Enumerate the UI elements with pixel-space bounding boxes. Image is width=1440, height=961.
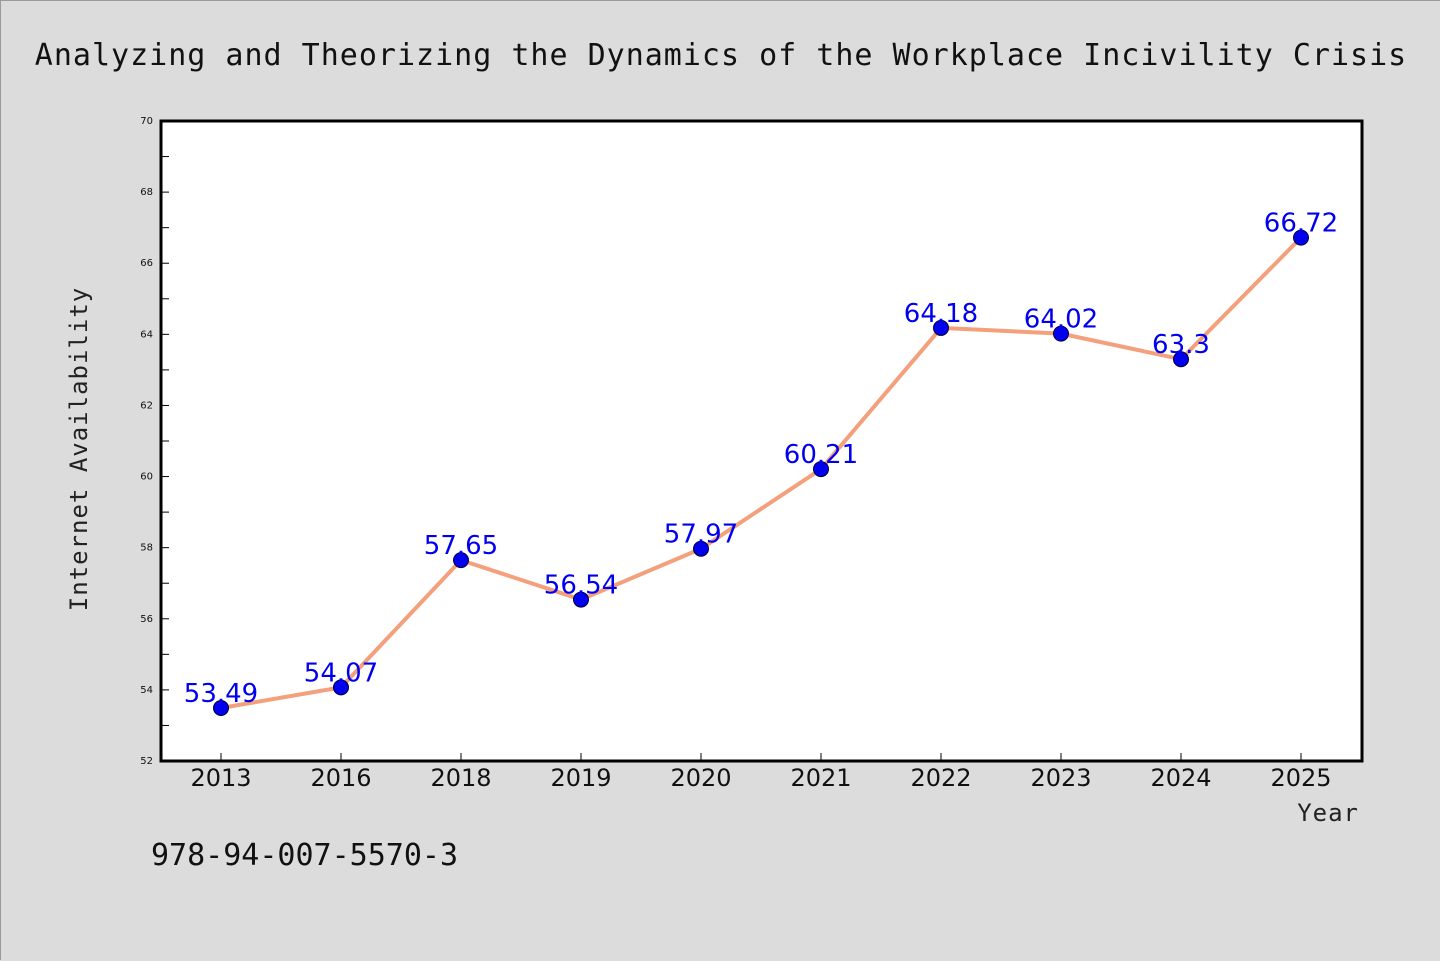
x-tick-label: 2020 <box>670 764 731 792</box>
y-tick-label: 56 <box>140 614 153 625</box>
data-label: 63.3 <box>1152 330 1210 360</box>
x-tick-label: 2023 <box>1030 764 1091 792</box>
data-label: 57.65 <box>424 531 498 561</box>
x-tick-label: 2024 <box>1150 764 1211 792</box>
x-tick-label: 2025 <box>1270 764 1331 792</box>
y-tick-label: 66 <box>140 258 153 269</box>
y-tick-label: 60 <box>140 472 153 483</box>
x-axis: 2013 2016 2018 2019 2020 2021 2022 2023 2024 2025 <box>190 753 1332 792</box>
isbn-code: 978-94-007-5570-3 <box>151 838 458 873</box>
data-label: 54.07 <box>304 658 378 688</box>
x-tick-label: 2018 <box>430 764 491 792</box>
y-tick-label: 70 <box>140 116 153 127</box>
y-axis: 52 54 56 58 60 62 64 66 68 70 <box>140 116 169 767</box>
x-tick-label: 2013 <box>190 764 251 792</box>
data-label: 56.54 <box>544 571 618 601</box>
y-tick-label: 64 <box>140 329 153 340</box>
series-line <box>219 235 1303 711</box>
data-label: 64.18 <box>904 299 978 329</box>
data-point <box>693 540 709 557</box>
data-label: 57.97 <box>664 520 738 550</box>
data-point <box>1173 351 1189 368</box>
plot-area <box>159 119 1364 763</box>
x-tick-label: 2019 <box>550 764 611 792</box>
y-axis-label: Internet Availability <box>65 287 93 611</box>
data-label: 66.72 <box>1264 209 1338 239</box>
x-axis-label: Year <box>1297 799 1359 827</box>
chart-title: Analyzing and Theorizing the Dynamics of… <box>35 38 1407 73</box>
x-tick-label: 2021 <box>790 764 851 792</box>
y-tick-label: 52 <box>140 756 153 767</box>
data-point <box>933 319 949 336</box>
data-point <box>333 679 349 696</box>
data-label-layer: 53.49 54.07 57.65 56.54 57.97 60.21 64.18 64.02… <box>184 209 1338 709</box>
data-label: 53.49 <box>184 679 258 709</box>
data-label: 60.21 <box>784 440 858 470</box>
y-tick-label: 58 <box>140 543 153 554</box>
x-tick-label: 2016 <box>310 764 371 792</box>
data-point <box>1053 325 1069 342</box>
series-layer <box>213 229 1309 717</box>
data-label: 64.02 <box>1024 305 1098 335</box>
data-point <box>813 461 829 478</box>
y-tick-label: 68 <box>140 187 153 198</box>
y-tick-label: 54 <box>140 685 153 696</box>
y-tick-label: 62 <box>140 400 153 411</box>
data-point <box>453 552 469 569</box>
data-point <box>573 591 589 608</box>
x-tick-label: 2022 <box>910 764 971 792</box>
data-point <box>213 700 229 717</box>
data-point <box>1293 229 1309 246</box>
